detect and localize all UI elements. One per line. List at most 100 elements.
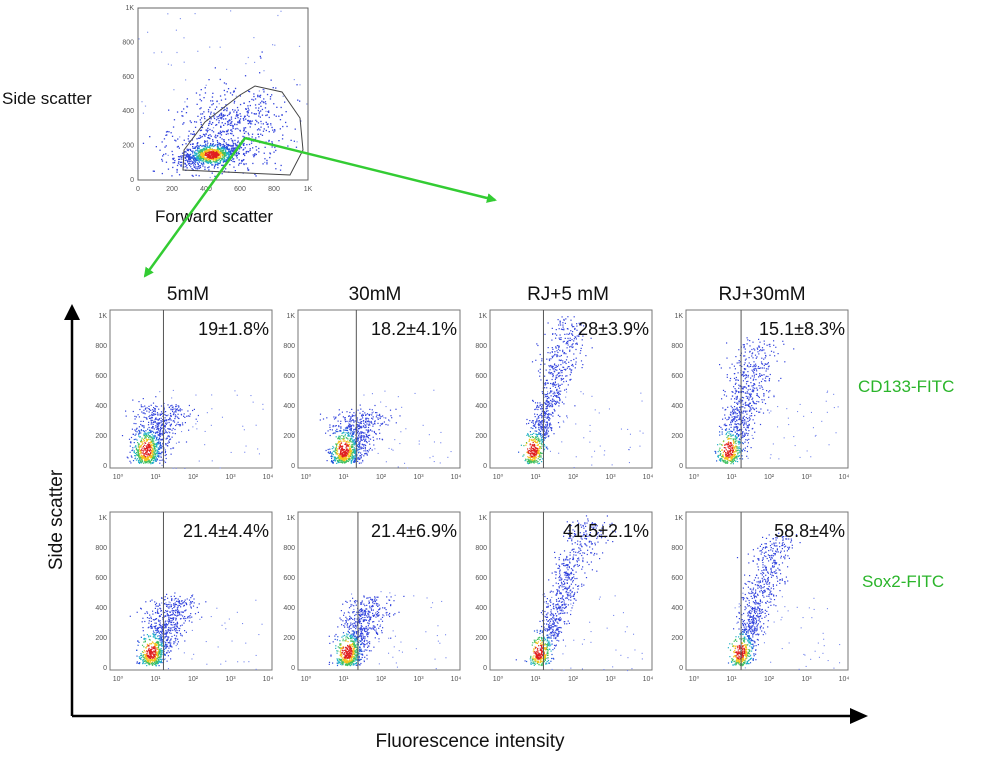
scatter-point	[359, 459, 360, 460]
scatter-point	[130, 446, 131, 447]
scatter-point	[340, 436, 341, 437]
scatter-point	[229, 114, 230, 115]
scatter-point	[374, 423, 375, 424]
scatter-point	[211, 118, 212, 119]
scatter-point	[591, 456, 592, 457]
scatter-point	[152, 456, 153, 457]
scatter-point	[203, 148, 204, 149]
scatter-point	[728, 460, 729, 461]
scatter-point	[158, 428, 159, 429]
scatter-point	[339, 448, 340, 449]
scatter-point	[349, 424, 350, 425]
scatter-point	[181, 431, 182, 432]
scatter-point	[251, 143, 252, 144]
scatter-point	[224, 153, 225, 154]
scatter-point	[530, 454, 531, 455]
gate-percentage: 28±3.9%	[578, 319, 649, 339]
scatter-point	[531, 427, 532, 428]
scatter-point	[160, 445, 161, 446]
scatter-point	[216, 106, 217, 107]
scatter-point	[340, 441, 341, 442]
scatter-point	[351, 444, 352, 445]
scatter-point	[151, 417, 152, 418]
scatter-point	[231, 129, 232, 130]
scatter-point	[245, 147, 246, 148]
scatter-point	[362, 417, 363, 418]
scatter-point	[348, 445, 349, 446]
scatter-point	[143, 398, 144, 399]
scatter-point	[236, 124, 237, 125]
scatter-point	[159, 433, 160, 434]
scatter-point	[227, 133, 228, 134]
scatter-point	[358, 410, 359, 411]
scatter-point	[192, 410, 193, 411]
scatter-point	[555, 401, 556, 402]
scatter-point	[540, 452, 541, 453]
scatter-point	[343, 451, 344, 452]
scatter-point	[750, 382, 751, 383]
scatter-point	[231, 125, 232, 126]
scatter-point	[209, 145, 210, 146]
scatter-point	[419, 444, 420, 445]
scatter-point	[159, 432, 160, 433]
scatter-point	[233, 135, 234, 136]
scatter-point	[575, 349, 576, 350]
scatter-point	[572, 344, 573, 345]
scatter-point	[238, 164, 239, 165]
scatter-point	[558, 405, 559, 406]
scatter-point	[729, 367, 730, 368]
scatter-point	[233, 128, 234, 129]
scatter-point	[210, 177, 211, 178]
scatter-point	[548, 427, 549, 428]
scatter-point	[240, 104, 241, 105]
scatter-point	[143, 410, 144, 411]
scatter-point	[154, 428, 155, 429]
scatter-point	[256, 154, 257, 155]
scatter-point	[132, 447, 133, 448]
scatter-point	[154, 408, 155, 409]
scatter-point	[749, 362, 750, 363]
scatter-point	[223, 144, 224, 145]
scatter-point	[182, 153, 183, 154]
scatter-point	[214, 167, 215, 168]
scatter-point	[756, 403, 757, 404]
scatter-point	[556, 384, 557, 385]
scatter-point	[218, 147, 219, 148]
scatter-point	[195, 150, 196, 151]
scatter-point	[225, 99, 226, 100]
scatter-point	[162, 173, 163, 174]
scatter-point	[742, 435, 743, 436]
scatter-point	[213, 116, 214, 117]
scatter-point	[181, 409, 182, 410]
scatter-point	[281, 165, 282, 166]
scatter-point	[343, 437, 344, 438]
scatter-point	[160, 422, 161, 423]
scatter-point	[572, 347, 573, 348]
scatter-point	[540, 421, 541, 422]
scatter-point	[547, 410, 548, 411]
scatter-point	[339, 437, 340, 438]
scatter-point	[351, 463, 352, 464]
scatter-point	[197, 421, 198, 422]
scatter-point	[185, 164, 186, 165]
scatter-point	[556, 375, 557, 376]
scatter-point	[551, 395, 552, 396]
scatter-point	[536, 439, 537, 440]
scatter-point	[214, 145, 215, 146]
scatter-point	[553, 413, 554, 414]
scatter-point	[552, 328, 553, 329]
scatter-point	[220, 161, 221, 162]
scatter-point	[157, 426, 158, 427]
scatter-point	[197, 150, 198, 151]
scatter-point	[140, 451, 141, 452]
scatter-point	[176, 404, 177, 405]
scatter-point	[576, 338, 577, 339]
scatter-point	[223, 131, 224, 132]
scatter-point	[134, 447, 135, 448]
scatter-point	[254, 174, 255, 175]
scatter-point	[242, 136, 243, 137]
scatter-point	[349, 455, 350, 456]
scatter-point	[266, 163, 267, 164]
scatter-point	[152, 437, 153, 438]
scatter-point	[745, 360, 746, 361]
